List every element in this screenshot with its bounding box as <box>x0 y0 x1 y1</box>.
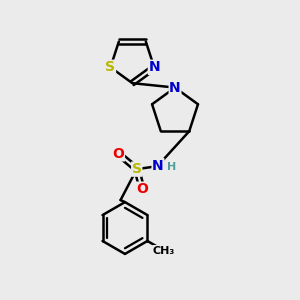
Text: N: N <box>169 81 181 94</box>
Text: CH₃: CH₃ <box>153 246 175 256</box>
Text: N: N <box>152 159 164 172</box>
Text: O: O <box>136 182 148 196</box>
Text: N: N <box>148 60 160 74</box>
Text: S: S <box>132 162 142 176</box>
Text: O: O <box>112 147 124 161</box>
Text: S: S <box>106 60 116 74</box>
Text: H: H <box>167 162 176 172</box>
